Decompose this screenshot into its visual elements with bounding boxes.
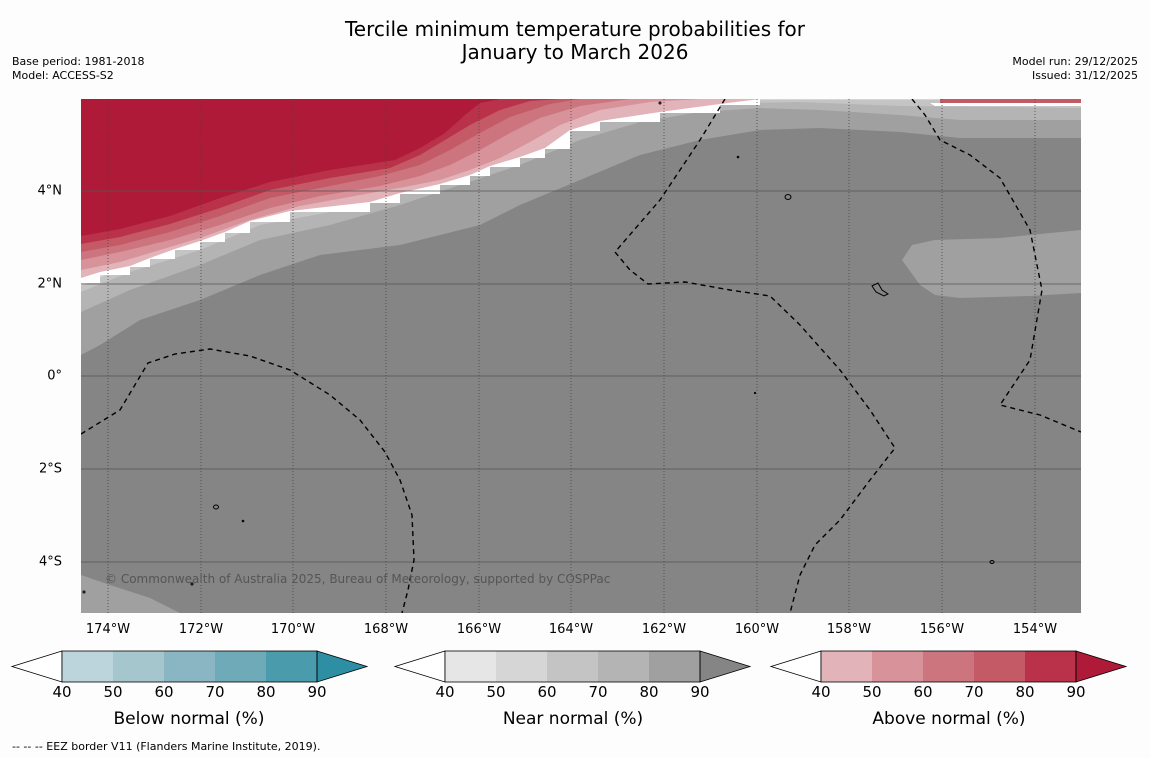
colorbar-segment: [547, 651, 598, 682]
colorbar-title-below: Below normal (%): [113, 709, 265, 729]
colorbar-extend-low: [769, 650, 822, 683]
colorbar-segment: [821, 651, 872, 682]
colorbar-segment: [62, 651, 113, 682]
lon-label-170w: 170°W: [270, 622, 316, 637]
lon-label-172w: 172°W: [178, 622, 224, 637]
lat-label-2s: 2°S: [38, 461, 62, 477]
lat-label-2n: 2°N: [37, 276, 63, 292]
colorbar-near-normal: [393, 650, 752, 683]
lat-label-0: 0°: [47, 368, 62, 384]
colorbar-segment: [445, 651, 496, 682]
colorbar-tick-label: 70: [964, 683, 984, 701]
near-normal-80-lobe: [902, 230, 1081, 298]
colorbar-segment: [215, 651, 266, 682]
colorbar-segment: [113, 651, 164, 682]
colorbar-tick-label: 50: [486, 683, 506, 701]
colorbar-segment: [872, 651, 923, 682]
colorbar-tick-label: 90: [1066, 683, 1086, 701]
colorbar-extend-high: [1075, 650, 1128, 683]
colorbar-segment: [496, 651, 547, 682]
colorbar-tick-label: 60: [154, 683, 174, 701]
model-run: Model run: 29/12/2025: [1012, 55, 1138, 68]
eez-footnote: -- -- -- EEZ border V11 (Flanders Marine…: [12, 740, 321, 753]
model-name: Model: ACCESS-S2: [12, 69, 114, 82]
colorbar-tick-label: 80: [1015, 683, 1035, 701]
copyright-notice: © Commonwealth of Australia 2025, Bureau…: [105, 572, 611, 586]
near-normal-80-bottom: [81, 575, 180, 613]
top-right-above-normal: [940, 99, 1081, 103]
colorbar-tick-label: 40: [52, 683, 72, 701]
colorbar-below-normal: [10, 650, 369, 683]
colorbar-tick-label: 90: [690, 683, 710, 701]
eez-borders: [81, 99, 1081, 613]
colorbar-segment: [164, 651, 215, 682]
colorbar-tick-label: 70: [205, 683, 225, 701]
lon-label-166w: 166°W: [456, 622, 502, 637]
title-line-2: January to March 2026: [461, 40, 689, 64]
lon-label-158w: 158°W: [826, 622, 872, 637]
colorbar-extend-low: [393, 650, 446, 683]
colorbar-tick-label: 60: [537, 683, 557, 701]
meta-left: Base period: 1981-2018 Model: ACCESS-S2: [12, 55, 144, 83]
lon-label-160w: 160°W: [734, 622, 780, 637]
colorbar-segment: [649, 651, 700, 682]
lon-label-174w: 174°W: [85, 622, 131, 637]
islands: [82, 101, 995, 594]
colorbar-tick-label: 70: [588, 683, 608, 701]
colorbar-tick-label: 80: [639, 683, 659, 701]
colorbar-tick-label: 40: [811, 683, 831, 701]
colorbar-frame: [61, 650, 318, 683]
colorbar-extend-high: [316, 650, 369, 683]
colorbar-title-above: Above normal (%): [872, 709, 1026, 729]
colorbar-segment: [1025, 651, 1076, 682]
lon-label-156w: 156°W: [919, 622, 965, 637]
meta-right: Model run: 29/12/2025 Issued: 31/12/2025: [1012, 55, 1138, 83]
lon-label-162w: 162°W: [641, 622, 687, 637]
above-normal-90-band: [81, 99, 500, 236]
lon-label-164w: 164°W: [548, 622, 594, 637]
colorbar-tick-label: 60: [913, 683, 933, 701]
title-line-1: Tercile minimum temperature probabilitie…: [344, 17, 806, 41]
colorbar-above-normal: [769, 650, 1128, 683]
colorbar-extend-low: [10, 650, 63, 683]
colorbar-title-near: Near normal (%): [502, 709, 644, 729]
colorbar-segment: [974, 651, 1025, 682]
colorbar-tick-label: 80: [256, 683, 276, 701]
colorbar-tick-label: 50: [103, 683, 123, 701]
colorbar-tick-label: 40: [435, 683, 455, 701]
base-period: Base period: 1981-2018: [12, 55, 145, 68]
colorbar-segment: [266, 651, 317, 682]
colorbar-segment: [923, 651, 974, 682]
issued-date: Issued: 31/12/2025: [1031, 69, 1138, 82]
colorbar-tick-label: 90: [307, 683, 327, 701]
colorbar-frame: [820, 650, 1077, 683]
lat-label-4s: 4°S: [38, 554, 62, 570]
colorbar-extend-high: [699, 650, 752, 683]
colorbar-segment: [598, 651, 649, 682]
chart-title: Tercile minimum temperature probabilitie…: [0, 18, 1150, 64]
lon-label-168w: 168°W: [363, 622, 409, 637]
graticule: [81, 190, 1081, 563]
lon-label-154w: 154°W: [1012, 622, 1058, 637]
lat-label-4n: 4°N: [37, 183, 63, 199]
colorbar-frame: [444, 650, 701, 683]
colorbar-tick-label: 50: [862, 683, 882, 701]
